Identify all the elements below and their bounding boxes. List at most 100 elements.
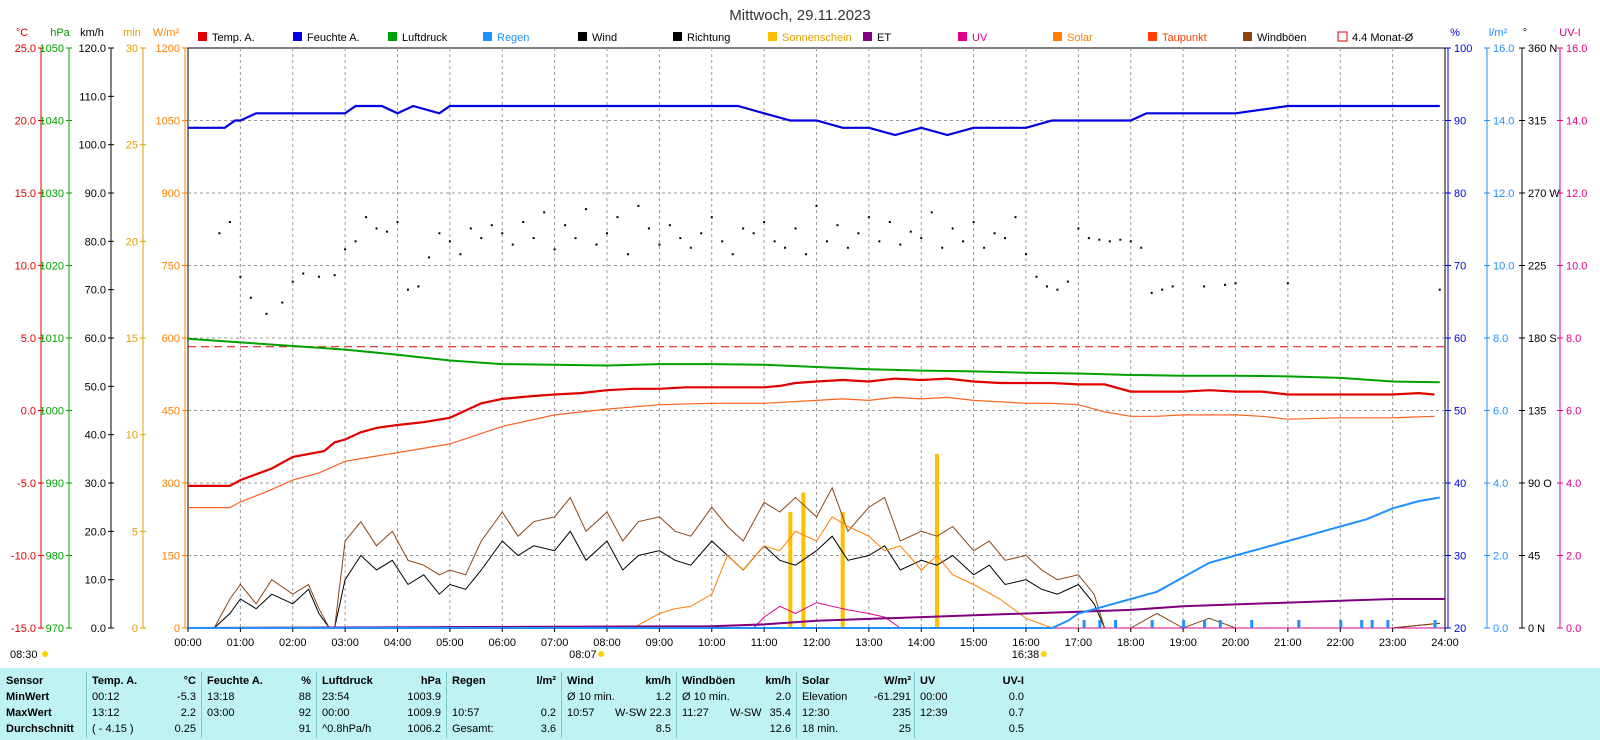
direction-dot	[1438, 288, 1441, 291]
stats-cell: Gesamt:	[452, 723, 494, 735]
direction-dot	[668, 224, 671, 227]
stats-cell: 11:27	[682, 707, 709, 719]
direction-dot	[1004, 237, 1007, 240]
stats-cell: 35.4	[769, 707, 791, 719]
axis-tick-label: 10.0	[1566, 261, 1587, 273]
axis-tick-label: 14.0	[1493, 116, 1514, 128]
stats-row: 00:12 -5.3	[90, 690, 200, 705]
legend-item: 4.4 Monat-Ø	[1337, 31, 1414, 44]
stats-header-label: Luftdruck	[322, 675, 373, 687]
left-axis: °C 25.0 20.0 15.0 10.0 5.0 0.0 -5.0 -10.0 -15.0	[11, 27, 44, 635]
axis-tick-label: 0	[132, 623, 138, 635]
stats-row: 00:00 0.0	[918, 690, 1028, 705]
stats-header-label: Feuchte A.	[207, 675, 263, 687]
stats-cell: 12.6	[769, 723, 791, 735]
right-axis: % 100 90 80 70 60 50 40 30 20	[1445, 27, 1472, 635]
direction-dot	[1077, 227, 1080, 230]
direction-dot	[1108, 240, 1111, 243]
series-line-regen	[188, 496, 1440, 629]
direction-dot	[553, 248, 556, 251]
direction-dot	[469, 227, 472, 230]
axis-tick-label: 300	[162, 478, 180, 490]
stats-cell: 1009.9	[407, 707, 441, 719]
axis-tick-label: 0 N	[1528, 623, 1545, 635]
stats-cell: W-SW	[730, 707, 762, 719]
legend-swatch	[198, 32, 207, 41]
axis-tick-label: 10.0	[15, 261, 36, 273]
axis-tick-label: 0.0	[1566, 623, 1581, 635]
direction-dot	[1056, 288, 1059, 291]
rain-tick	[1082, 620, 1086, 628]
direction-dot	[1066, 280, 1069, 283]
axis-tick-label: 20.0	[85, 526, 106, 538]
axis-tick-label: 360 N	[1528, 43, 1557, 55]
direction-dot	[1119, 238, 1122, 241]
axis-unit: hPa	[50, 27, 70, 39]
direction-dot	[616, 216, 619, 219]
direction-dot	[794, 227, 797, 230]
axis-tick-label: 40.0	[85, 430, 106, 442]
stats-cell: -5.3	[177, 691, 196, 703]
direction-dot	[679, 237, 682, 240]
rain-tick	[1386, 620, 1390, 628]
direction-dot	[1140, 246, 1143, 249]
legend-label: Taupunkt	[1162, 32, 1207, 44]
direction-dot	[710, 216, 713, 219]
axis-tick-label: 16.0	[1493, 43, 1514, 55]
x-tick-label: 08:00	[593, 637, 621, 649]
x-tick-label: 16:00	[1012, 637, 1040, 649]
rain-tick	[1203, 620, 1207, 628]
x-tick-label: 14:00	[907, 637, 935, 649]
direction-dot	[867, 216, 870, 219]
sun-marker-label: 16:38	[1012, 649, 1040, 660]
axis-tick-label: 1030	[40, 188, 64, 200]
stats-cell: 10:57	[567, 707, 595, 719]
right-axis: l/m² 16.0 14.0 12.0 10.0 8.0 6.0 4.0 2.0 0.0	[1484, 27, 1514, 635]
axis-tick-label: 980	[46, 551, 64, 563]
axis-tick-label: 16.0	[1566, 43, 1587, 55]
direction-dot	[1224, 283, 1227, 286]
axis-tick-label: 25	[126, 140, 138, 152]
legend-swatch	[293, 32, 302, 41]
axis-tick-label: 990	[46, 478, 64, 490]
left-axis: min 30 25 20 15 10 5 0	[123, 27, 146, 635]
stats-cell: 18 min.	[802, 723, 839, 735]
grid	[188, 48, 1445, 628]
legend-label: Feuchte A.	[307, 32, 360, 44]
axis-tick-label: 1020	[40, 261, 64, 273]
rain-tick	[1218, 620, 1222, 628]
direction-dot	[1286, 282, 1289, 285]
row-label-max: MaxWert	[6, 707, 52, 719]
stats-cell: 92	[298, 707, 311, 719]
direction-dot	[972, 221, 975, 223]
x-tick-label: 19:00	[1169, 637, 1197, 649]
axis-tick-label: 970	[46, 623, 64, 635]
rain-tick	[1150, 620, 1154, 628]
stats-cell: 0.7	[1008, 707, 1024, 719]
axis-unit: l/m²	[1489, 27, 1508, 39]
rain-tick	[1433, 620, 1437, 628]
rain-tick	[1250, 620, 1254, 628]
stats-header: UV UV-I	[918, 674, 1028, 689]
axis-tick-label: 1200	[156, 43, 180, 55]
direction-dot	[909, 230, 912, 233]
legend-swatch	[673, 32, 682, 41]
legend-label: ET	[877, 32, 891, 44]
stats-separator	[86, 672, 87, 738]
axis-tick-label: 20	[126, 236, 138, 248]
axis-tick-label: 1050	[40, 43, 64, 55]
sunshine-bar	[934, 454, 939, 628]
stats-cell: 0.5	[1008, 723, 1024, 735]
stats-row: Gesamt: 3.6	[450, 722, 560, 737]
row-label-avg: Durchschnitt	[6, 723, 74, 735]
direction-dot	[396, 221, 399, 223]
legend-swatch	[1148, 32, 1157, 41]
stats-cell: 13:12	[92, 707, 120, 719]
right-axes: % 100 90 80 70 60 50 40 30 20 l/m² 16.0 14.0 12.0 10.0…	[1445, 27, 1587, 635]
rain-tick	[1114, 620, 1118, 628]
direction-dot	[731, 253, 734, 256]
direction-dot	[490, 224, 493, 227]
stats-row: ^0.8hPa/h 1006.2	[320, 722, 445, 737]
legend-item: Temp. A.	[198, 32, 255, 44]
legend-swatch	[578, 32, 587, 41]
